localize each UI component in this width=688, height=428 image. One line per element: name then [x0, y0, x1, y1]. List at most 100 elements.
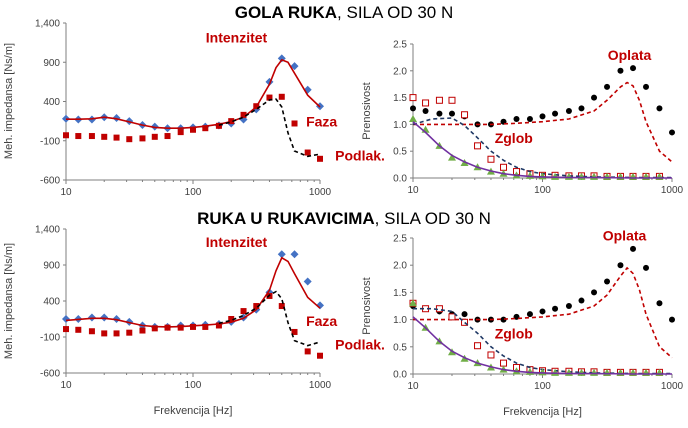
point-faza [304, 348, 311, 355]
x-tick-label: 10 [407, 185, 419, 196]
point-faza [113, 134, 120, 141]
point-zglob [487, 351, 495, 359]
point-faza [228, 316, 235, 322]
point-oplata [526, 311, 533, 318]
title-top: GOLA RUKA, SILA OD 30 N [0, 3, 688, 23]
series-line-oplata-fit [413, 81, 673, 163]
y-tick-label: 2.0 [393, 261, 407, 272]
title-bottom-rest: , SILA OD 30 N [374, 209, 491, 228]
y-tick-label: -100 [40, 333, 60, 344]
point-faza [164, 133, 171, 140]
point-oplata [565, 303, 572, 309]
title-top-rest: , SILA OD 30 N [337, 3, 454, 22]
point-oplata [591, 94, 598, 101]
point-intenzitet [62, 315, 70, 323]
x-axis-label: Frekvencija [Hz] [503, 406, 582, 418]
y-tick-label: 0.0 [393, 174, 407, 185]
annotation-oplata: Oplata [603, 228, 647, 244]
annotation-zglob: Zglob [495, 326, 533, 342]
point-podlak [409, 115, 417, 123]
point-zglob [500, 163, 508, 171]
y-tick-label: 0.0 [393, 370, 407, 381]
point-oplata [604, 83, 611, 90]
point-faza [126, 136, 133, 143]
point-faza [101, 133, 108, 140]
annotation-intenzitet: Intenzitet [206, 30, 268, 46]
x-tick-label: 100 [185, 380, 202, 391]
point-oplata [656, 105, 663, 112]
y-tick-label: 400 [43, 97, 60, 108]
point-faza [317, 155, 323, 162]
x-tick-label: 1000 [309, 187, 332, 198]
annotation-oplata: Oplata [608, 47, 652, 63]
x-tick-label: 10 [407, 381, 419, 392]
point-faza [278, 93, 285, 100]
title-bottom-bold: RUKA U RUKAVICIMA [197, 209, 375, 228]
point-faza [101, 330, 108, 337]
series-line-podlak-fit [412, 121, 672, 179]
point-oplata [539, 308, 546, 315]
y-tick-label: 1.5 [393, 93, 407, 104]
point-oplata [591, 289, 598, 296]
x-tick-label: 10 [60, 187, 72, 198]
point-faza [253, 103, 260, 110]
point-oplata [669, 316, 675, 323]
x-tick-label: 100 [534, 185, 551, 196]
point-oplata [422, 108, 429, 114]
chart-top-right: 0.0 0.5 1.0 1.5 2.0 2.5 10 100 1000 Prenosivost Op… [335, 40, 683, 197]
annotation-podlak: Podlak. [335, 147, 385, 163]
point-zglob [422, 99, 430, 107]
y-tick-label: 1,400 [35, 225, 60, 236]
y-axis-label: Meh. impedansa [Ns/m] [3, 243, 15, 359]
point-oplata [552, 110, 559, 117]
point-faza [202, 323, 209, 330]
x-tick-label: 1000 [661, 185, 684, 196]
point-oplata [643, 264, 650, 271]
point-oplata [630, 65, 637, 72]
title-bottom: RUKA U RUKAVICIMA, SILA OD 30 N [0, 209, 688, 229]
point-oplata [513, 116, 520, 123]
point-zglob [409, 94, 417, 102]
point-faza [88, 133, 95, 140]
point-faza [317, 352, 323, 359]
series-line-faza-fit [218, 98, 321, 158]
point-faza [215, 122, 222, 129]
annotation-faza: Faza [306, 313, 337, 329]
point-intenzitet [277, 250, 286, 259]
point-zglob [474, 142, 482, 150]
point-faza [253, 303, 260, 310]
point-oplata [526, 116, 533, 123]
y-tick-label: 2.5 [393, 40, 407, 51]
point-zglob [435, 96, 443, 104]
point-faza [177, 129, 184, 136]
y-tick-label: 400 [43, 297, 60, 308]
point-zglob [448, 96, 456, 104]
x-tick-label: 100 [185, 187, 202, 198]
point-oplata [410, 105, 416, 112]
point-intenzitet [290, 62, 299, 71]
point-oplata [630, 245, 637, 252]
y-tick-label: 900 [43, 58, 60, 69]
point-faza [88, 328, 95, 335]
point-faza [151, 325, 158, 332]
point-faza [126, 329, 133, 336]
point-zglob [500, 359, 508, 367]
point-faza [139, 327, 146, 334]
point-faza [190, 323, 196, 330]
point-faza [177, 324, 184, 331]
point-faza [304, 149, 311, 156]
point-oplata [669, 129, 675, 136]
point-oplata [617, 262, 624, 269]
title-top-bold: GOLA RUKA [234, 3, 338, 22]
chart-bottom-right: 0.0 0.5 1.0 1.5 2.0 2.5 10 100 1000 Prenosivost Fr… [335, 228, 683, 418]
point-zglob [461, 318, 469, 326]
y-tick-label: 1.0 [393, 120, 407, 131]
point-oplata [552, 305, 559, 312]
point-faza [75, 326, 82, 333]
y-tick-label: 2.0 [393, 66, 407, 77]
point-zglob [487, 155, 495, 163]
x-axis-label: Frekvencija [Hz] [154, 405, 233, 417]
point-oplata [656, 300, 663, 307]
y-tick-label: 1.5 [393, 288, 407, 299]
point-faza [164, 324, 171, 331]
